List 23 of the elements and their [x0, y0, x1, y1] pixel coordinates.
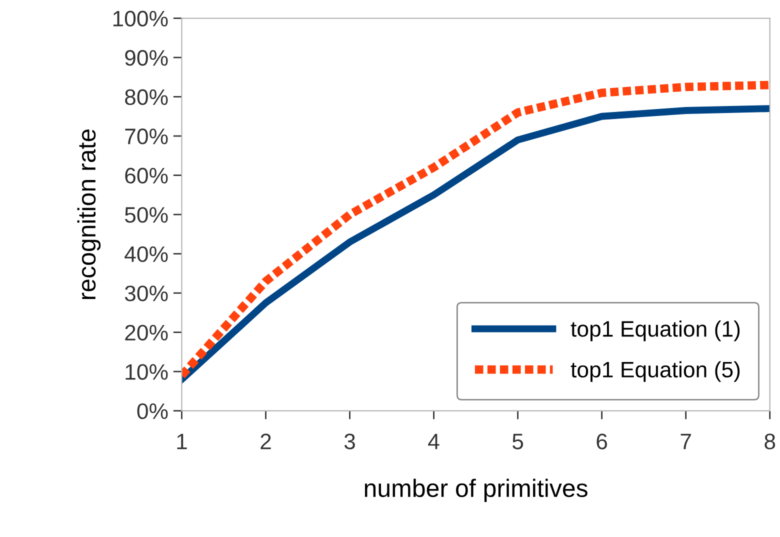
y-tick-label: 10%	[126, 364, 168, 380]
x-tick-label: 1	[177, 434, 187, 450]
x-axis-title: number of primitives	[364, 478, 588, 502]
legend-label: top1 Equation (1)	[570, 320, 740, 342]
y-tick-label: 60%	[125, 168, 168, 184]
y-axis-title: recognition rate	[77, 129, 101, 300]
y-tick-label: 0%	[137, 403, 168, 420]
x-tick-label: 4	[428, 434, 440, 450]
y-tick-label: 30%	[124, 286, 168, 302]
y-tick-label: 100%	[113, 10, 168, 27]
y-tick-label: 50%	[124, 207, 168, 223]
y-tick-label: 90%	[125, 50, 168, 66]
legend-label: top1 Equation (5)	[570, 361, 740, 382]
y-tick-label: 80%	[125, 89, 168, 106]
x-tick-label: 2	[260, 434, 271, 450]
x-tick-label: 3	[344, 434, 355, 450]
x-tick-label: 6	[596, 434, 608, 450]
x-tick-label: 5	[512, 434, 524, 450]
x-tick-label: 7	[680, 434, 691, 450]
x-tick-label: 8	[764, 434, 776, 450]
y-tick-label: 70%	[125, 128, 168, 144]
y-tick-label: 40%	[124, 246, 168, 262]
y-tick-label: 20%	[125, 324, 168, 341]
